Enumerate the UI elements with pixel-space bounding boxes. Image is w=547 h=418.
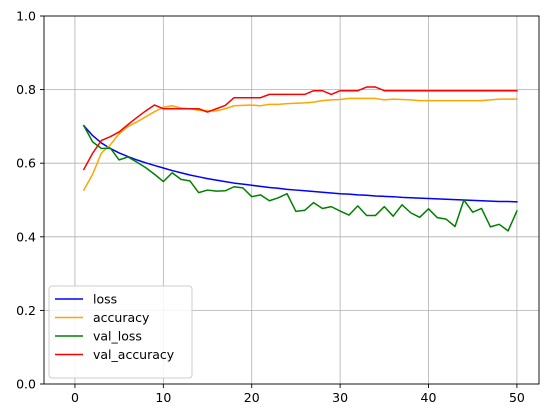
y-tick-label: 0.2 xyxy=(16,303,36,318)
legend: loss accuracy val_loss val_accuracy xyxy=(49,286,192,378)
y-tick-label: 1.0 xyxy=(16,9,36,24)
series-lines xyxy=(84,87,517,231)
x-tick-label: 0 xyxy=(71,390,79,405)
y-tick-label: 0.4 xyxy=(16,229,36,244)
x-tick-label: 30 xyxy=(332,390,348,405)
series-line-val-accuracy xyxy=(84,87,517,169)
x-tick-label: 50 xyxy=(509,390,525,405)
x-tick-label: 20 xyxy=(244,390,260,405)
x-tick-label: 10 xyxy=(155,390,171,405)
y-tick-label: 0.0 xyxy=(16,377,36,392)
y-tick-label: 0.8 xyxy=(16,82,36,97)
legend-label: accuracy xyxy=(93,310,150,325)
y-tick-label: 0.6 xyxy=(16,156,36,171)
x-tick-label: 40 xyxy=(421,390,437,405)
legend-label: val_loss xyxy=(93,329,142,344)
series-line-accuracy xyxy=(84,98,517,190)
series-line-loss xyxy=(84,126,517,202)
legend-label: val_accuracy xyxy=(93,347,175,362)
series-line-val-loss xyxy=(84,126,517,231)
legend-label: loss xyxy=(93,292,117,307)
